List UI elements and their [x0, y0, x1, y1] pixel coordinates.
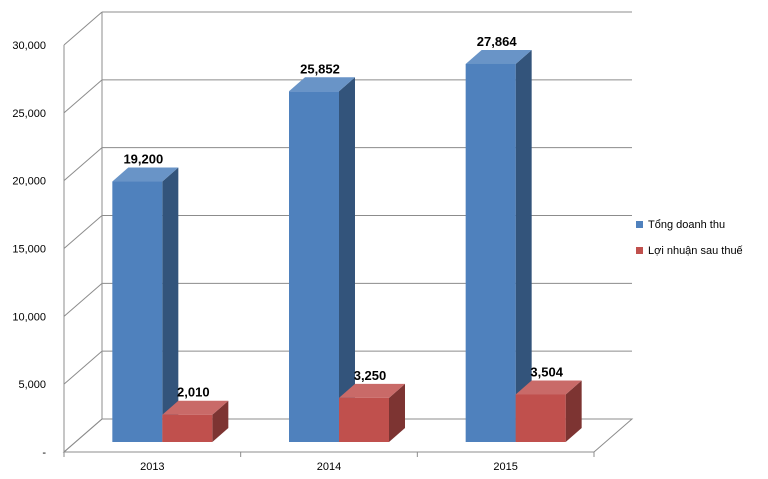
legend-item-profit: Lợi nhuận sau thuế [636, 244, 743, 257]
bar-top [465, 49, 532, 64]
gridline-side [63, 350, 103, 385]
gridline-side [63, 79, 103, 114]
y-axis-ticks: - 5,000 10,000 15,000 20,000 25,000 30,000 [12, 40, 46, 459]
bar-0-0 [112, 181, 163, 442]
bar-side [389, 383, 405, 442]
bars [112, 49, 582, 443]
y-tick-label: 20,000 [12, 176, 46, 188]
data-label: 27,864 [477, 34, 518, 49]
data-label: 3,250 [354, 368, 387, 383]
bar-1-0 [162, 414, 213, 442]
bar-0-1 [289, 91, 339, 442]
y-tick-label: 5,000 [18, 379, 46, 391]
legend-label-revenue: Tổng doanh thu [648, 218, 726, 231]
gridline-side [63, 11, 103, 46]
y-tick-label: - [42, 447, 46, 459]
data-label: 19,200 [123, 152, 163, 167]
bar-1-1 [339, 397, 389, 442]
bar-top [289, 77, 355, 92]
bar-top [112, 167, 179, 182]
bar-top [162, 400, 229, 415]
gridline-side [63, 282, 103, 317]
x-tick-label: 2015 [493, 461, 517, 473]
data-label: 25,852 [300, 61, 340, 76]
bar-side [565, 380, 582, 442]
bar-1-2 [515, 394, 566, 442]
gridline-side [63, 147, 103, 182]
legend-swatch-revenue [636, 221, 643, 228]
x-tick-label: 2013 [140, 461, 164, 473]
data-label: 2,010 [177, 385, 210, 400]
legend: Tổng doanh thu Lợi nhuận sau thuế [636, 218, 743, 270]
bar-side [339, 77, 355, 442]
legend-item-revenue: Tổng doanh thu [636, 218, 743, 231]
legend-label-profit: Lợi nhuận sau thuế [648, 244, 743, 257]
grid-walls [62, 11, 634, 457]
y-tick-label: 30,000 [12, 40, 46, 52]
bar-side [212, 400, 229, 442]
y-tick-label: 25,000 [12, 108, 46, 120]
x-axis-ticks: 2013 2014 2015 [140, 461, 518, 473]
gridline-side [63, 215, 103, 249]
data-labels: 19,200 2,010 25,852 3,250 27,864 3,504 [123, 34, 563, 400]
bar-side [515, 49, 532, 443]
y-tick-label: 10,000 [12, 311, 46, 323]
bar-side [162, 167, 179, 442]
bar-0-2 [465, 63, 516, 443]
y-tick-label: 15,000 [12, 244, 46, 256]
bar-top [339, 383, 405, 398]
data-label: 3,504 [530, 364, 563, 379]
x-tick-label: 2014 [317, 461, 341, 473]
bar-top [515, 380, 582, 395]
legend-swatch-profit [636, 247, 643, 254]
